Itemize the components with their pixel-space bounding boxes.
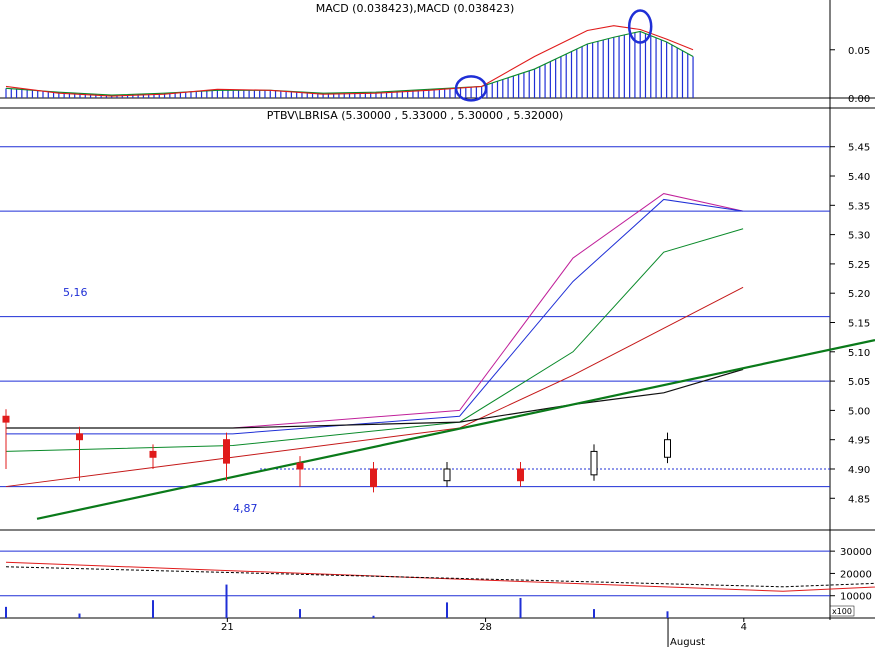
candle-body <box>517 468 524 482</box>
moving-average-line-4 <box>6 368 744 429</box>
candle-body <box>296 462 304 470</box>
x-tick-label-2: 4 <box>741 622 747 633</box>
macd-fast-line <box>5 25 694 97</box>
volume-unit-box: x100 <box>829 605 855 617</box>
candle-body <box>76 433 83 441</box>
price-tick-label-10: 4.95 <box>848 436 870 447</box>
price-tick-label-0: 5.45 <box>848 143 870 154</box>
price-tick-label-9: 5.00 <box>848 406 870 417</box>
price-tick-label-7: 5.10 <box>848 348 870 359</box>
macd-title: MACD (0.038423),MACD (0.038423) <box>316 2 515 15</box>
price-tick-label-8: 5.05 <box>848 377 870 388</box>
macd-marker-circle <box>627 9 653 44</box>
macd-tick-label-1: 0.00 <box>848 94 870 105</box>
volume-tick-label-0: 30000 <box>840 547 872 558</box>
candle-body <box>223 439 230 464</box>
month-label-0: August <box>670 637 705 647</box>
candle-body <box>149 450 157 458</box>
macd-tick-label-0: 0.05 <box>848 46 870 57</box>
x-tick-label-1: 28 <box>479 622 492 633</box>
candle-body <box>590 450 598 476</box>
price-tick-label-2: 5.35 <box>848 201 870 212</box>
candle-body <box>443 468 451 482</box>
price-tick-label-12: 4.85 <box>848 494 870 505</box>
candle-body <box>370 468 377 488</box>
price-title: PTBV\LBRISA (5.30000 , 5.33000 , 5.30000… <box>267 109 564 122</box>
macd-signal-line <box>5 30 694 96</box>
price-tick-label-4: 5.25 <box>848 260 870 271</box>
price-tick-label-6: 5.15 <box>848 319 870 330</box>
moving-average-line-2 <box>5 228 744 452</box>
moving-average-line-1 <box>6 198 744 435</box>
price-tick-label-5: 5.20 <box>848 289 870 300</box>
macd-marker-circle <box>454 75 488 102</box>
volume-unit-label: x100 <box>832 607 852 616</box>
level-label-487: 4,87 <box>233 502 258 515</box>
level-label-516: 5,16 <box>63 286 88 299</box>
x-tick-label-0: 21 <box>221 622 234 633</box>
volume-tick-label-1: 20000 <box>840 569 872 580</box>
moving-average-line-3 <box>5 286 744 488</box>
price-tick-label-3: 5.30 <box>848 231 870 242</box>
price-tick-label-1: 5.40 <box>848 172 870 183</box>
volume-tick-label-2: 10000 <box>840 592 872 603</box>
trend-line <box>36 339 875 520</box>
price-tick-label-11: 4.90 <box>848 465 870 476</box>
candle-body <box>664 439 671 458</box>
candle-body <box>2 415 10 423</box>
